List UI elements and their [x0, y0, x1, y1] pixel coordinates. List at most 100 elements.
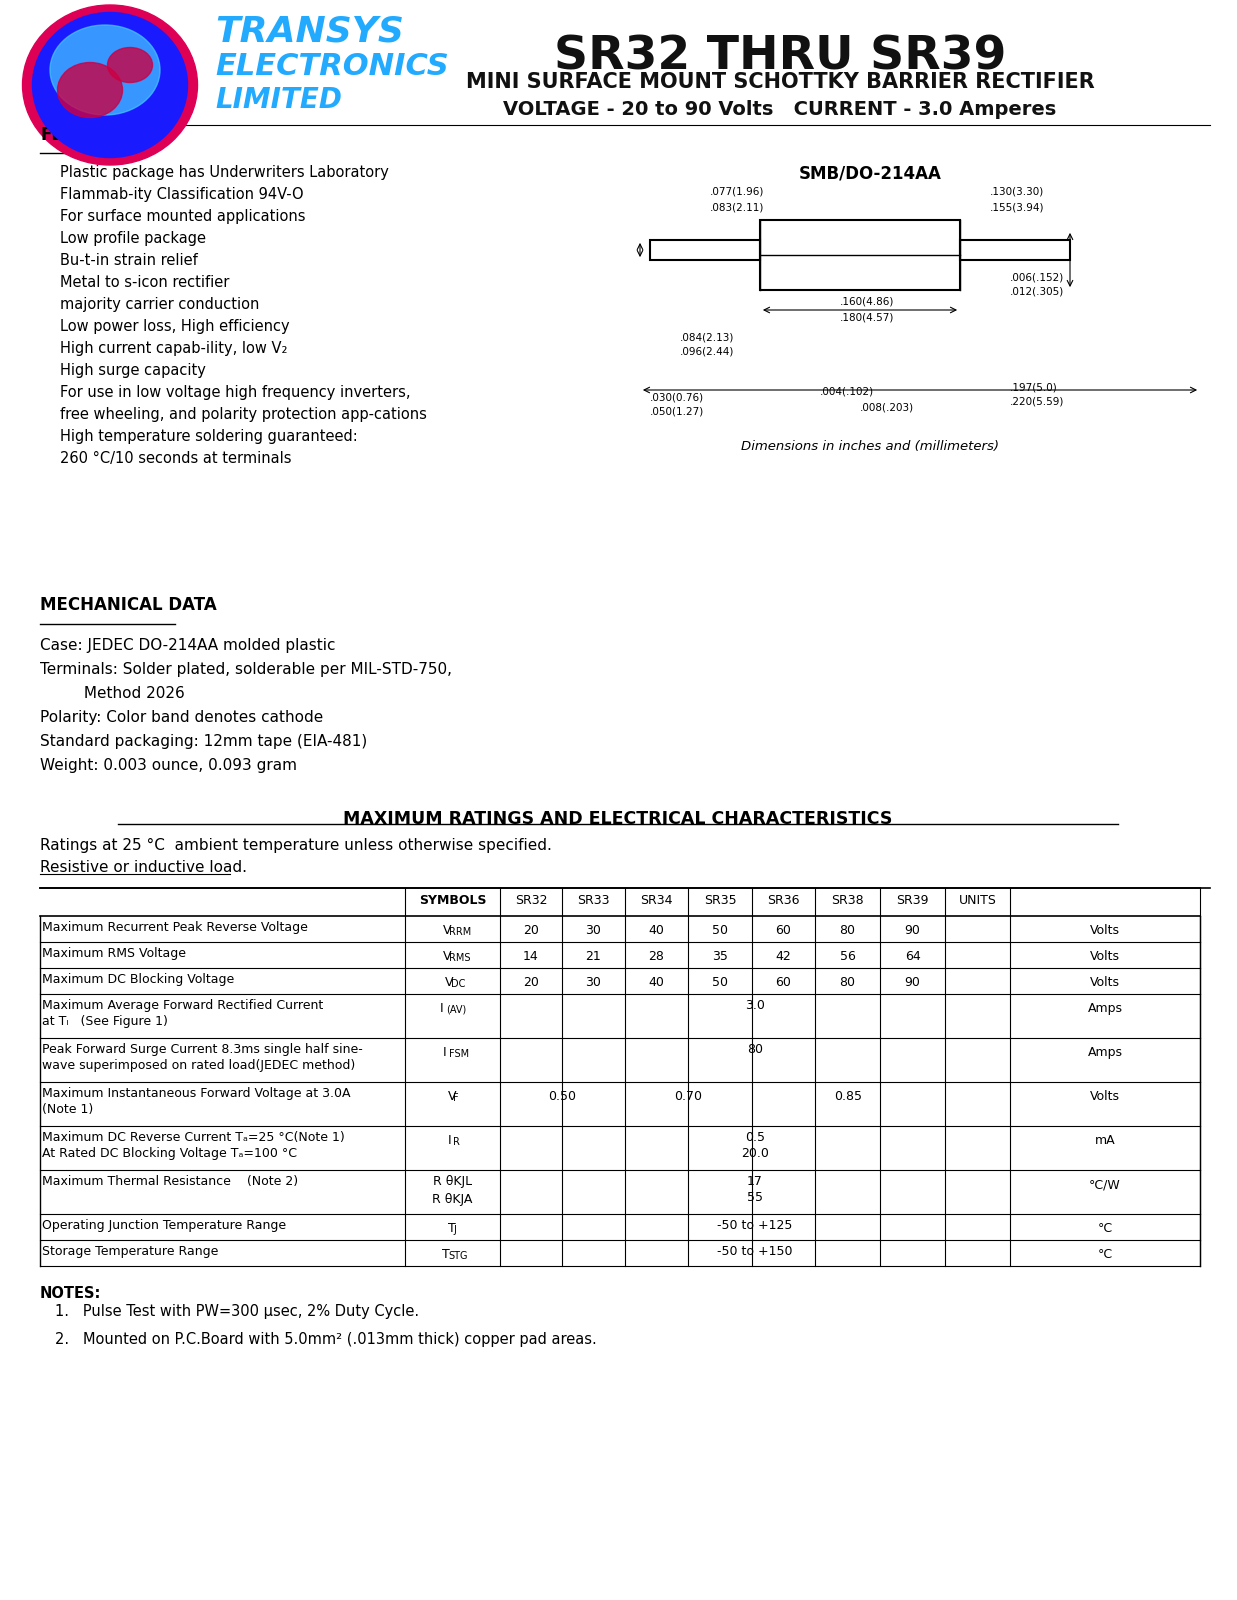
Text: Amps: Amps [1087, 1002, 1122, 1014]
Text: Amps: Amps [1087, 1046, 1122, 1059]
Text: V: V [445, 976, 454, 989]
Text: 20: 20 [523, 925, 539, 938]
Text: T: T [448, 1222, 455, 1235]
Text: SYMBOLS: SYMBOLS [419, 894, 486, 907]
Text: .012(.305): .012(.305) [1009, 286, 1064, 298]
Text: SR34: SR34 [641, 894, 673, 907]
Text: °C: °C [1097, 1222, 1112, 1235]
Text: VOLTAGE - 20 to 90 Volts   CURRENT - 3.0 Amperes: VOLTAGE - 20 to 90 Volts CURRENT - 3.0 A… [503, 99, 1056, 118]
Text: High surge capacity: High surge capacity [61, 363, 205, 378]
Text: R θKJA: R θKJA [432, 1194, 473, 1206]
Text: .004(.102): .004(.102) [820, 387, 875, 397]
Text: Polarity: Color band denotes cathode: Polarity: Color band denotes cathode [40, 710, 323, 725]
Text: Volts: Volts [1090, 950, 1119, 963]
Text: Maximum DC Reverse Current Tₐ=25 °C(Note 1): Maximum DC Reverse Current Tₐ=25 °C(Note… [42, 1131, 345, 1144]
Text: Terminals: Solder plated, solderable per MIL-STD-750,: Terminals: Solder plated, solderable per… [40, 662, 452, 677]
Text: 90: 90 [904, 976, 920, 989]
Text: RMS: RMS [449, 954, 470, 963]
Text: 14: 14 [523, 950, 539, 963]
Text: 3.0: 3.0 [745, 998, 764, 1013]
Text: 60: 60 [776, 976, 792, 989]
Text: SR32: SR32 [515, 894, 547, 907]
Text: 80: 80 [840, 925, 856, 938]
Text: NOTES:: NOTES: [40, 1286, 101, 1301]
Text: 0.50: 0.50 [548, 1090, 576, 1102]
Text: 80: 80 [840, 976, 856, 989]
Text: FEATURES: FEATURES [40, 126, 135, 144]
Text: 28: 28 [648, 950, 664, 963]
Ellipse shape [57, 62, 122, 117]
Text: Method 2026: Method 2026 [40, 686, 184, 701]
Bar [960, 240, 1070, 259]
Text: 40: 40 [648, 976, 664, 989]
Text: STG: STG [449, 1251, 468, 1261]
Text: For surface mounted applications: For surface mounted applications [61, 210, 306, 224]
Text: SR33: SR33 [578, 894, 610, 907]
Text: (Note 1): (Note 1) [42, 1102, 93, 1117]
Text: MINI SURFACE MOUNT SCHOTTKY BARRIER RECTIFIER: MINI SURFACE MOUNT SCHOTTKY BARRIER RECT… [465, 72, 1095, 91]
Text: 20.0: 20.0 [741, 1147, 769, 1160]
Text: J: J [454, 1226, 456, 1235]
Text: 1.   Pulse Test with PW=300 μsec, 2% Duty Cycle.: 1. Pulse Test with PW=300 μsec, 2% Duty … [54, 1304, 419, 1318]
Text: Case: JEDEC DO-214AA molded plastic: Case: JEDEC DO-214AA molded plastic [40, 638, 335, 653]
Text: DC: DC [452, 979, 465, 989]
Text: T: T [443, 1248, 450, 1261]
Text: High temperature soldering guaranteed:: High temperature soldering guaranteed: [61, 429, 357, 443]
Text: I: I [443, 1046, 447, 1059]
Ellipse shape [32, 13, 188, 157]
Text: Dimensions in inches and (millimeters): Dimensions in inches and (millimeters) [741, 440, 999, 453]
Text: .096(2.44): .096(2.44) [680, 347, 735, 357]
Text: V: V [443, 950, 452, 963]
Text: (AV): (AV) [447, 1005, 466, 1014]
Text: 2.   Mounted on P.C.Board with 5.0mm² (.013mm thick) copper pad areas.: 2. Mounted on P.C.Board with 5.0mm² (.01… [54, 1331, 596, 1347]
Text: .220(5.59): .220(5.59) [1009, 397, 1064, 406]
Text: Low profile package: Low profile package [61, 230, 207, 246]
Text: High current capab­ility, low V₂: High current capab­ility, low V₂ [61, 341, 287, 357]
Text: .030(0.76): .030(0.76) [649, 392, 704, 402]
Text: .083(2.11): .083(2.11) [710, 202, 764, 211]
Text: Standard packaging: 12mm tape (EIA-481): Standard packaging: 12mm tape (EIA-481) [40, 734, 367, 749]
Text: Operating Junction Temperature Range: Operating Junction Temperature Range [42, 1219, 286, 1232]
Text: Metal to s­icon rectifier: Metal to s­icon rectifier [61, 275, 229, 290]
Text: 35: 35 [713, 950, 727, 963]
Text: wave superimposed on rated load(JEDEC method): wave superimposed on rated load(JEDEC me… [42, 1059, 355, 1072]
Text: 90: 90 [904, 925, 920, 938]
Text: -50 to +150: -50 to +150 [717, 1245, 793, 1258]
Text: SR36: SR36 [767, 894, 800, 907]
Text: At Rated DC Blocking Voltage Tₐ=100 °C: At Rated DC Blocking Voltage Tₐ=100 °C [42, 1147, 297, 1160]
Text: LIMITED: LIMITED [215, 86, 341, 114]
Text: Maximum RMS Voltage: Maximum RMS Voltage [42, 947, 186, 960]
Text: 260 °C/10 seconds at terminals: 260 °C/10 seconds at terminals [61, 451, 292, 466]
Ellipse shape [108, 48, 152, 83]
Text: 30: 30 [585, 925, 601, 938]
Text: Volts: Volts [1090, 925, 1119, 938]
Text: Maximum Recurrent Peak Reverse Voltage: Maximum Recurrent Peak Reverse Voltage [42, 922, 308, 934]
Text: TRANSYS: TRANSYS [215, 14, 403, 50]
Text: Low power loss, High efficiency: Low power loss, High efficiency [61, 318, 289, 334]
Text: -50 to +125: -50 to +125 [717, 1219, 793, 1232]
Text: 20: 20 [523, 976, 539, 989]
Text: .084(2.13): .084(2.13) [680, 333, 735, 342]
Text: .008(.203): .008(.203) [860, 402, 914, 411]
Text: 0.85: 0.85 [835, 1090, 862, 1102]
Text: SMB/DO-214AA: SMB/DO-214AA [799, 165, 941, 182]
Ellipse shape [49, 26, 160, 115]
Bar [760, 219, 960, 290]
Text: °C: °C [1097, 1248, 1112, 1261]
Text: Maximum Instantaneous Forward Voltage at 3.0A: Maximum Instantaneous Forward Voltage at… [42, 1086, 350, 1101]
Text: free wheeling, and polarity protection app­cations: free wheeling, and polarity protection a… [61, 406, 427, 422]
Text: Volts: Volts [1090, 976, 1119, 989]
Text: SR35: SR35 [704, 894, 736, 907]
Text: 56: 56 [840, 950, 856, 963]
Text: Ratings at 25 °C  ambient temperature unless otherwise specified.: Ratings at 25 °C ambient temperature unl… [40, 838, 552, 853]
Text: .130(3.30): .130(3.30) [990, 187, 1044, 197]
Text: 40: 40 [648, 925, 664, 938]
Text: 55: 55 [747, 1190, 763, 1203]
Text: FSM: FSM [449, 1050, 469, 1059]
Text: 64: 64 [904, 950, 920, 963]
Text: .155(3.94): .155(3.94) [990, 202, 1044, 211]
Text: .077(1.96): .077(1.96) [710, 187, 764, 197]
Text: at Tₗ   (See Figure 1): at Tₗ (See Figure 1) [42, 1014, 168, 1029]
Text: Maximum Thermal Resistance    (Note 2): Maximum Thermal Resistance (Note 2) [42, 1174, 298, 1187]
Text: SR32 THRU SR39: SR32 THRU SR39 [554, 35, 1006, 80]
